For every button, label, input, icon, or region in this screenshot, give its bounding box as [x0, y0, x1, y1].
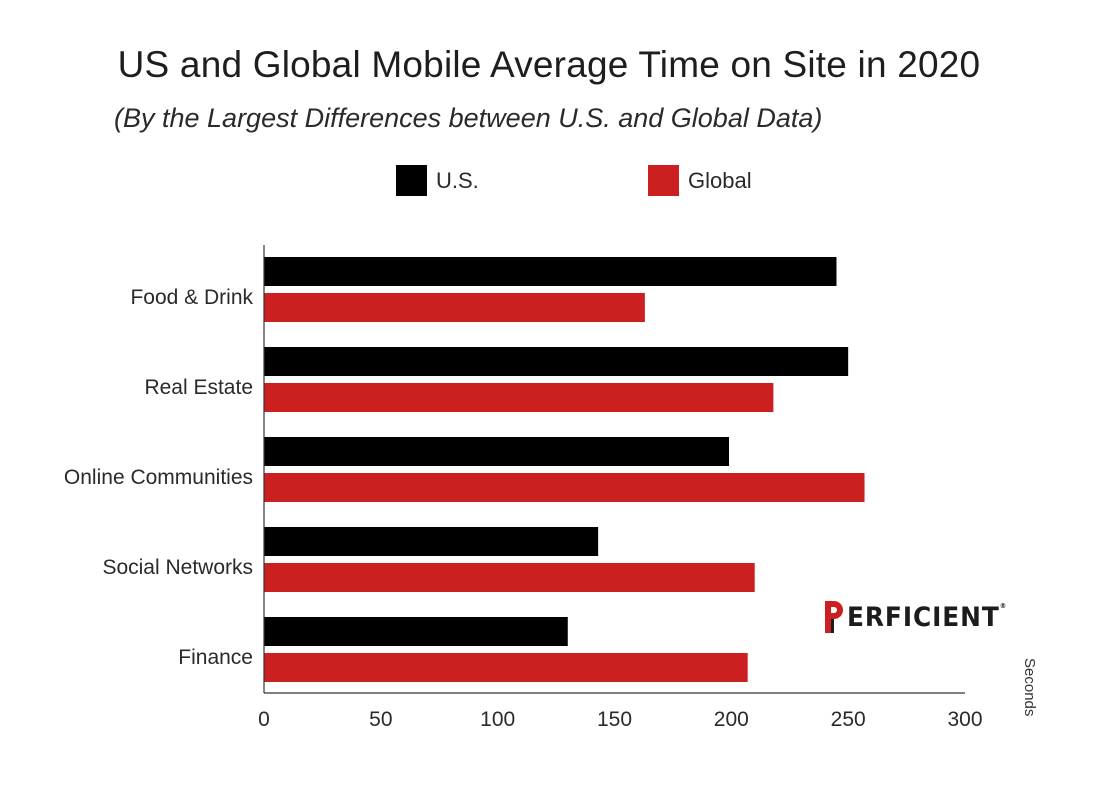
bar-us-real-estate [264, 347, 849, 376]
axes-group [263, 245, 965, 694]
bars-group [264, 257, 865, 682]
logo-p-mark-icon [825, 601, 843, 633]
logo-text: ERFICIENT® [847, 601, 1008, 633]
bar-us-finance [264, 617, 568, 646]
bar-us-social-networks [264, 527, 599, 556]
bar-global-real-estate [264, 383, 774, 412]
bar-global-social-networks [264, 563, 755, 592]
category-label: Food & Drink [130, 286, 253, 309]
x-tick-label: 50 [369, 708, 392, 731]
legend-item-us: U.S. [396, 165, 479, 196]
category-label: Online Communities [64, 466, 253, 489]
legend-label-global: Global [688, 167, 752, 193]
chart-subtitle: (By the Largest Differences between U.S.… [114, 103, 823, 133]
x-tick-label: 300 [947, 708, 982, 731]
category-label: Real Estate [144, 376, 253, 399]
x-tick-label: 250 [831, 708, 866, 731]
x-tick-label: 150 [597, 708, 632, 731]
bar-global-food-drink [264, 293, 645, 322]
x-tick-label: 200 [714, 708, 749, 731]
legend-swatch-global [648, 165, 679, 196]
x-tick-label: 100 [480, 708, 515, 731]
legend-swatch-us [396, 165, 427, 196]
chart-title: US and Global Mobile Average Time on Sit… [117, 44, 981, 85]
perficient-logo: ERFICIENT® [823, 598, 1021, 636]
x-tick-label: 0 [258, 708, 270, 731]
category-label: Finance [178, 646, 253, 669]
bar-global-online-communities [264, 473, 865, 502]
bar-us-food-drink [264, 257, 837, 286]
x-axis-title: Seconds [1021, 658, 1038, 716]
legend-item-global: Global [648, 165, 752, 196]
bar-global-finance [264, 653, 748, 682]
legend-label-us: U.S. [436, 167, 479, 193]
category-label: Social Networks [102, 556, 253, 579]
bar-us-online-communities [264, 437, 729, 466]
labels-group: Food & Drink Real Estate Online Communitie… [64, 286, 1038, 731]
